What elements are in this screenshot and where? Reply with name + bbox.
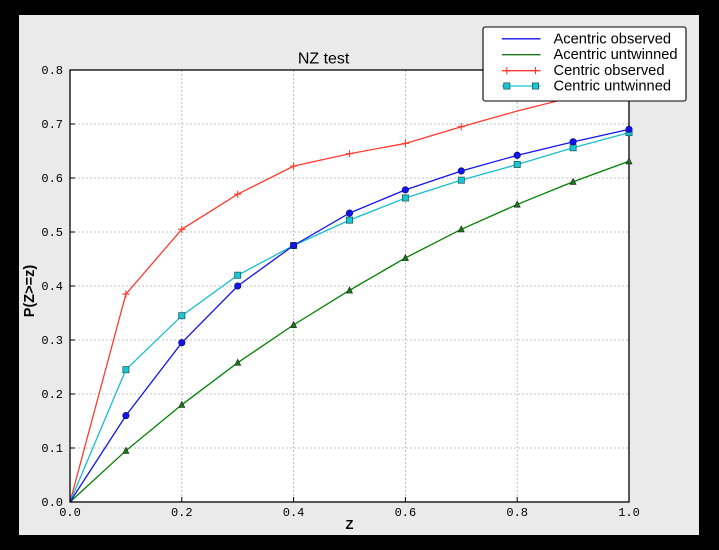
- svg-text:0.2: 0.2: [41, 388, 63, 402]
- svg-text:0.0: 0.0: [41, 496, 63, 510]
- svg-text:Acentric untwinned: Acentric untwinned: [554, 47, 678, 63]
- svg-text:1.0: 1.0: [618, 506, 640, 520]
- svg-text:0.4: 0.4: [283, 506, 305, 520]
- svg-text:0.6: 0.6: [41, 172, 63, 186]
- svg-text:0.5: 0.5: [41, 226, 63, 240]
- svg-text:Centric observed: Centric observed: [554, 63, 665, 79]
- svg-text:P(Z>=z): P(Z>=z): [22, 265, 38, 318]
- svg-text:Z: Z: [346, 517, 354, 532]
- svg-text:0.8: 0.8: [506, 506, 528, 520]
- svg-text:Centric untwinned: Centric untwinned: [554, 79, 672, 95]
- svg-text:0.1: 0.1: [41, 442, 63, 456]
- svg-text:0.6: 0.6: [395, 506, 417, 520]
- svg-text:0.2: 0.2: [171, 506, 193, 520]
- svg-text:Acentric observed: Acentric observed: [554, 32, 672, 48]
- svg-text:NZ test: NZ test: [298, 51, 350, 68]
- svg-text:0.4: 0.4: [41, 280, 63, 294]
- svg-text:0.7: 0.7: [41, 118, 63, 132]
- svg-text:0.3: 0.3: [41, 334, 63, 348]
- svg-text:0.8: 0.8: [41, 64, 63, 78]
